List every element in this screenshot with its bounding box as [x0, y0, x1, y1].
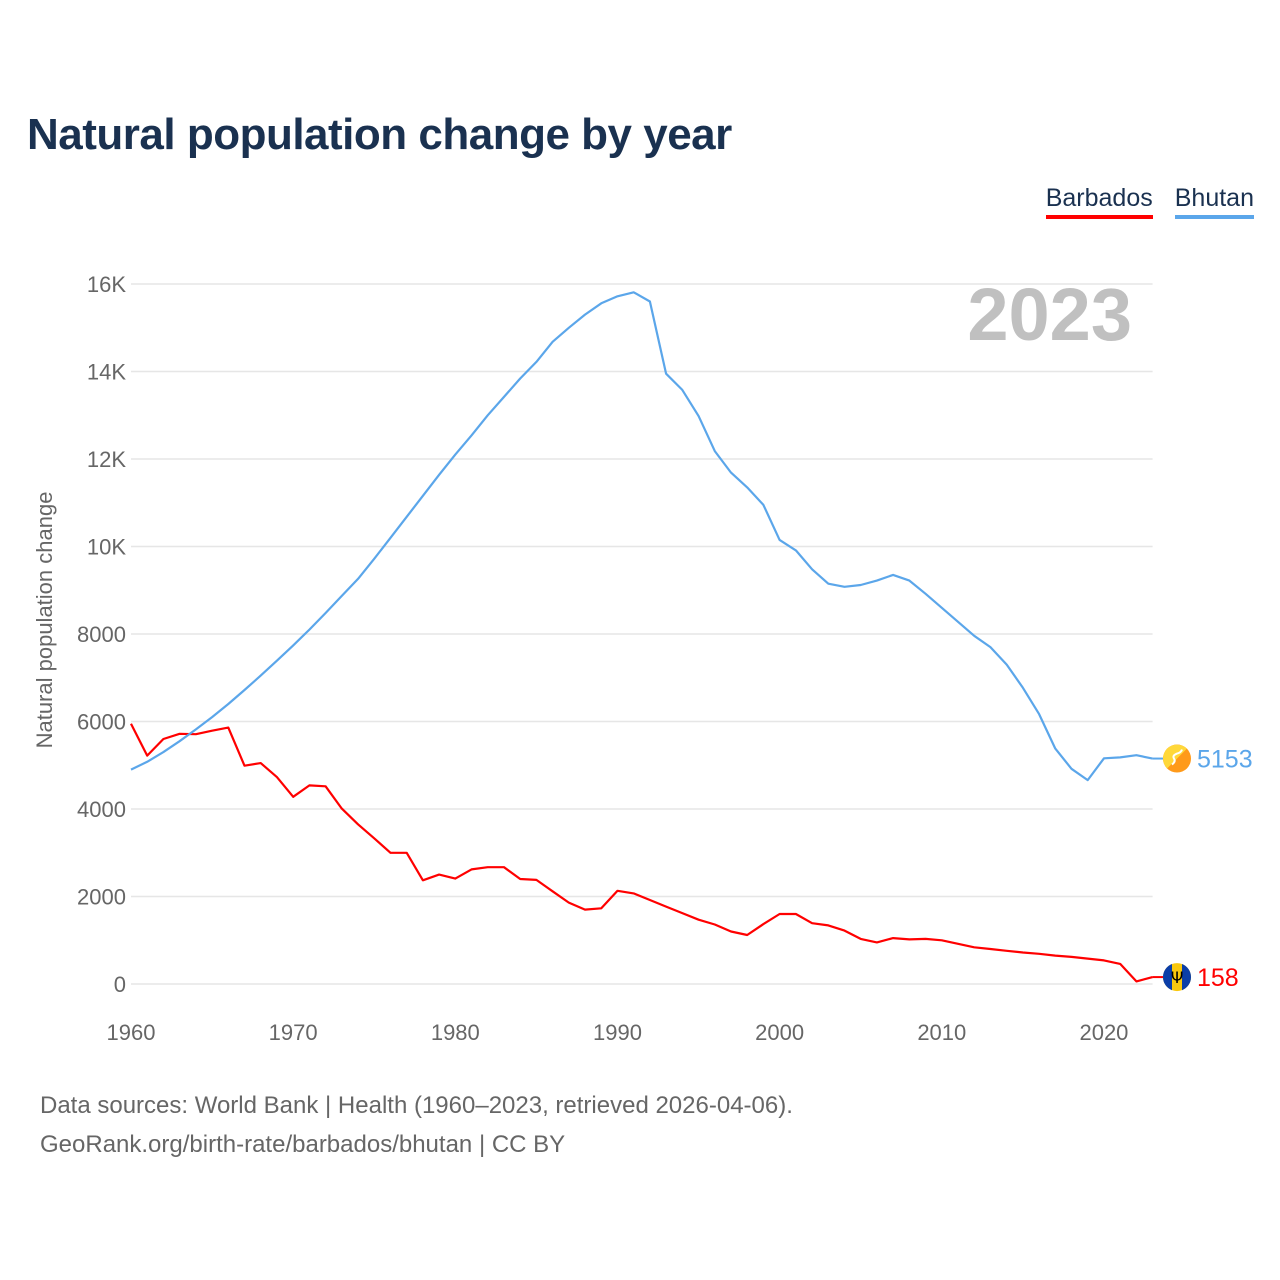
footer: Data sources: World Bank | Health (1960–…	[40, 1086, 793, 1164]
y-tick-label: 8000	[77, 622, 126, 647]
barbados-flag-icon: Ψ	[1162, 963, 1191, 992]
end-value-label-bhutan: 5153	[1197, 746, 1253, 774]
x-tick-label: 2000	[755, 1020, 804, 1045]
x-tick-label: 1980	[431, 1020, 480, 1045]
source-link[interactable]: GeoRank.org/birth-rate/barbados/bhutan |…	[40, 1131, 566, 1158]
legend-item-barbados[interactable]: Barbados	[1045, 184, 1153, 219]
x-tick-label: 1970	[269, 1020, 318, 1045]
series-line-barbados	[130, 723, 1153, 983]
bhutan-flag-icon	[1163, 744, 1191, 773]
legend: Barbados Bhutan	[1045, 184, 1254, 219]
y-tick-label: 12K	[87, 447, 126, 472]
y-axis-label: Natural population change	[32, 492, 57, 749]
series-line-bhutan	[130, 291, 1153, 782]
x-tick-label: 2020	[1079, 1020, 1128, 1045]
chart-title: Natural population change by year	[27, 110, 732, 159]
current-year-label: 2023	[967, 273, 1132, 356]
x-tick-label: 2010	[917, 1020, 966, 1045]
y-tick-label: 0	[114, 972, 126, 997]
y-tick-label: 2000	[77, 885, 126, 910]
x-tick-label: 1960	[107, 1020, 156, 1045]
y-tick-label: 10K	[87, 535, 126, 560]
data-source-text: Data sources: World Bank | Health (1960–…	[40, 1092, 793, 1119]
legend-item-bhutan[interactable]: Bhutan	[1174, 184, 1254, 219]
x-tick-label: 1990	[593, 1020, 642, 1045]
y-tick-label: 4000	[77, 797, 126, 822]
y-tick-label: 14K	[87, 360, 126, 385]
svg-text:Ψ: Ψ	[1171, 968, 1184, 987]
end-value-label-barbados: 158	[1197, 964, 1239, 992]
y-tick-label: 6000	[77, 710, 126, 735]
y-tick-label: 16K	[87, 272, 126, 297]
